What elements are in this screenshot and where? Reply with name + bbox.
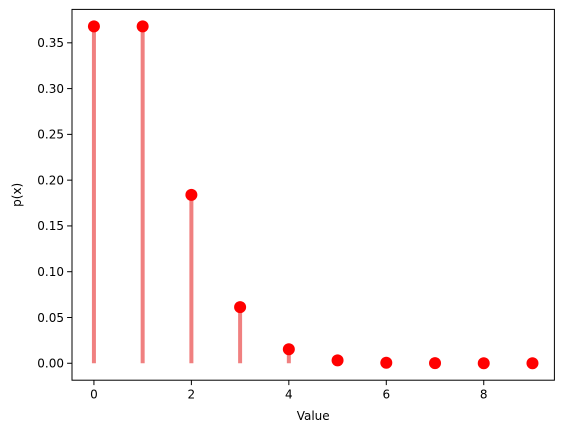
marker-2 xyxy=(185,188,198,201)
y-tick-label: 0.10 xyxy=(37,265,64,279)
marker-3 xyxy=(234,301,247,314)
y-tick-label: 0.25 xyxy=(37,128,64,142)
y-axis-label: p(x) xyxy=(10,183,24,207)
y-tick-label: 0.35 xyxy=(37,36,64,50)
x-tick-label: 0 xyxy=(90,388,98,402)
marker-9 xyxy=(526,357,539,370)
x-tick-label: 6 xyxy=(382,388,390,402)
marker-7 xyxy=(429,357,442,370)
y-tick-label: 0.05 xyxy=(37,311,64,325)
marker-0 xyxy=(87,20,100,33)
marker-8 xyxy=(477,357,490,370)
plot-frame xyxy=(71,8,555,381)
x-tick-label: 2 xyxy=(188,388,196,402)
markers xyxy=(87,20,539,370)
marker-4 xyxy=(282,343,295,356)
y-axis-ticks: 0.00 0.05 0.10 0.15 0.20 0.25 0.30 0.35 xyxy=(37,36,72,371)
y-tick-label: 0.00 xyxy=(37,357,64,371)
x-tick-label: 8 xyxy=(480,388,488,402)
y-tick-label: 0.15 xyxy=(37,219,64,233)
x-axis-label: Value xyxy=(297,409,330,423)
marker-5 xyxy=(331,354,344,367)
x-tick-label: 4 xyxy=(285,388,293,402)
marker-6 xyxy=(380,356,393,369)
y-tick-label: 0.20 xyxy=(37,173,64,187)
marker-1 xyxy=(136,20,149,33)
x-axis-ticks: 0 2 4 6 8 xyxy=(90,380,488,402)
y-tick-label: 0.30 xyxy=(37,82,64,96)
